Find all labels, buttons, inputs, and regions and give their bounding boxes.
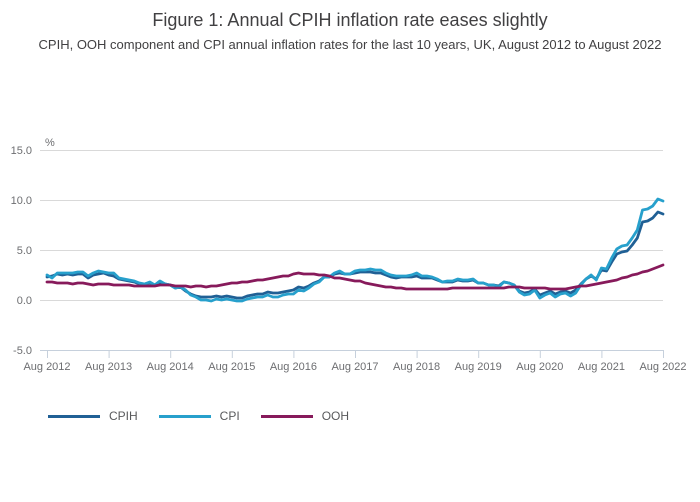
x-axis-tick-label: Aug 2014 <box>147 361 194 373</box>
legend-item-cpi: CPI <box>158 409 240 423</box>
x-axis-tick-label: Aug 2012 <box>23 361 70 373</box>
chart-legend: CPIH CPI OOH <box>48 409 349 423</box>
y-axis-tick-label: 15.0 <box>11 145 32 157</box>
x-axis-tick-label: Aug 2015 <box>208 361 255 373</box>
y-axis-unit-label: % <box>45 137 55 149</box>
legend-label-ooh: OOH <box>321 409 350 423</box>
legend-swatch-cpih <box>48 414 100 418</box>
x-axis-tick-label: Aug 2017 <box>331 361 378 373</box>
page-title: Figure 1: Annual CPIH inflation rate eas… <box>152 10 548 30</box>
x-axis-tick-label: Aug 2020 <box>516 361 563 373</box>
y-axis-tick-label: 0.0 <box>17 295 32 307</box>
legend-item-cpih: CPIH <box>48 409 138 423</box>
legend-item-ooh: OOH <box>260 409 350 423</box>
legend-swatch-ooh <box>260 414 313 418</box>
series-line-ooh <box>45 263 665 291</box>
x-axis-tick-label: Aug 2022 <box>639 361 686 373</box>
legend-label-cpi: CPI <box>219 409 240 423</box>
x-axis-tick-label: Aug 2013 <box>85 361 132 373</box>
x-axis-tick-label: Aug 2019 <box>455 361 502 373</box>
y-axis-tick-label: 10.0 <box>11 195 32 207</box>
series-line-cpi <box>45 197 665 303</box>
y-axis-tick-label: 5.0 <box>17 245 32 257</box>
x-axis-tick-label: Aug 2021 <box>578 361 625 373</box>
page-subtitle: CPIH, OOH component and CPI annual infla… <box>38 37 662 52</box>
legend-swatch-cpi <box>158 414 211 418</box>
x-axis-tick-label: Aug 2016 <box>270 361 317 373</box>
legend-label-cpih: CPIH <box>109 409 138 423</box>
x-axis-tick-label: Aug 2018 <box>393 361 440 373</box>
y-axis-tick-label: -5.0 <box>13 345 32 357</box>
